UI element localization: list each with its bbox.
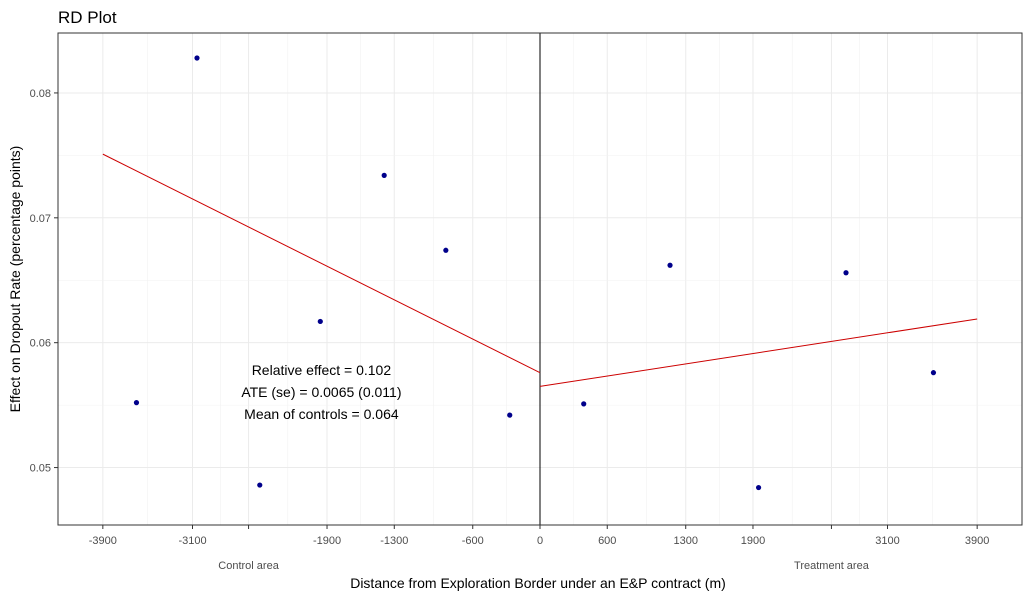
area-label: Treatment area — [794, 560, 870, 572]
data-point — [257, 482, 263, 488]
annotation: Relative effect = 0.102 ATE (se) = 0.0065… — [241, 362, 401, 422]
data-point — [381, 172, 387, 178]
x-tick-label: -3100 — [178, 535, 206, 547]
data-point — [843, 270, 849, 276]
data-point — [443, 247, 449, 253]
x-tick-label: 1300 — [673, 535, 697, 547]
data-point — [194, 55, 200, 61]
data-point — [930, 370, 937, 376]
x-axis-title: Distance from Exploration Border under a… — [350, 575, 726, 591]
x-tick-label: -1900 — [313, 535, 341, 547]
data-points — [133, 55, 937, 491]
data-point — [507, 412, 513, 418]
x-axis-ticks: -3900 -3100 -1900 -1300 -600 0 600 1300 1900 3100… — [89, 525, 989, 547]
x-tick-label: 0 — [537, 535, 543, 547]
data-point — [317, 318, 323, 325]
y-axis-ticks: 0.05 0.06 0.07 0.08 — [30, 88, 58, 475]
y-tick-label: 0.06 — [30, 338, 51, 350]
data-point — [755, 484, 762, 491]
x-tick-label: 3900 — [965, 535, 989, 547]
data-point — [581, 401, 587, 407]
x-tick-label: -600 — [462, 535, 484, 547]
y-tick-label: 0.05 — [30, 463, 51, 475]
x-tick-label: 3100 — [875, 535, 899, 547]
x-tick-label: 1900 — [741, 535, 765, 547]
area-label: Control area — [218, 560, 279, 572]
y-tick-label: 0.08 — [30, 88, 51, 100]
area-labels: Control area Treatment area — [218, 560, 869, 572]
chart-title: RD Plot — [58, 8, 117, 27]
annotation-line: ATE (se) = 0.0065 (0.011) — [241, 384, 401, 400]
data-point — [667, 262, 673, 268]
y-axis-title: Effect on Dropout Rate (percentage point… — [7, 146, 23, 413]
fit-lines — [102, 153, 978, 387]
x-tick-label: 600 — [598, 535, 616, 547]
annotation-line: Relative effect = 0.102 — [252, 362, 392, 378]
y-tick-label: 0.07 — [30, 213, 51, 225]
fit-line — [539, 318, 978, 387]
x-tick-label: -3900 — [89, 535, 117, 547]
x-tick-label: -1300 — [380, 535, 408, 547]
annotation-line: Mean of controls = 0.064 — [244, 406, 399, 422]
data-point — [133, 400, 140, 406]
fit-line — [102, 153, 541, 374]
